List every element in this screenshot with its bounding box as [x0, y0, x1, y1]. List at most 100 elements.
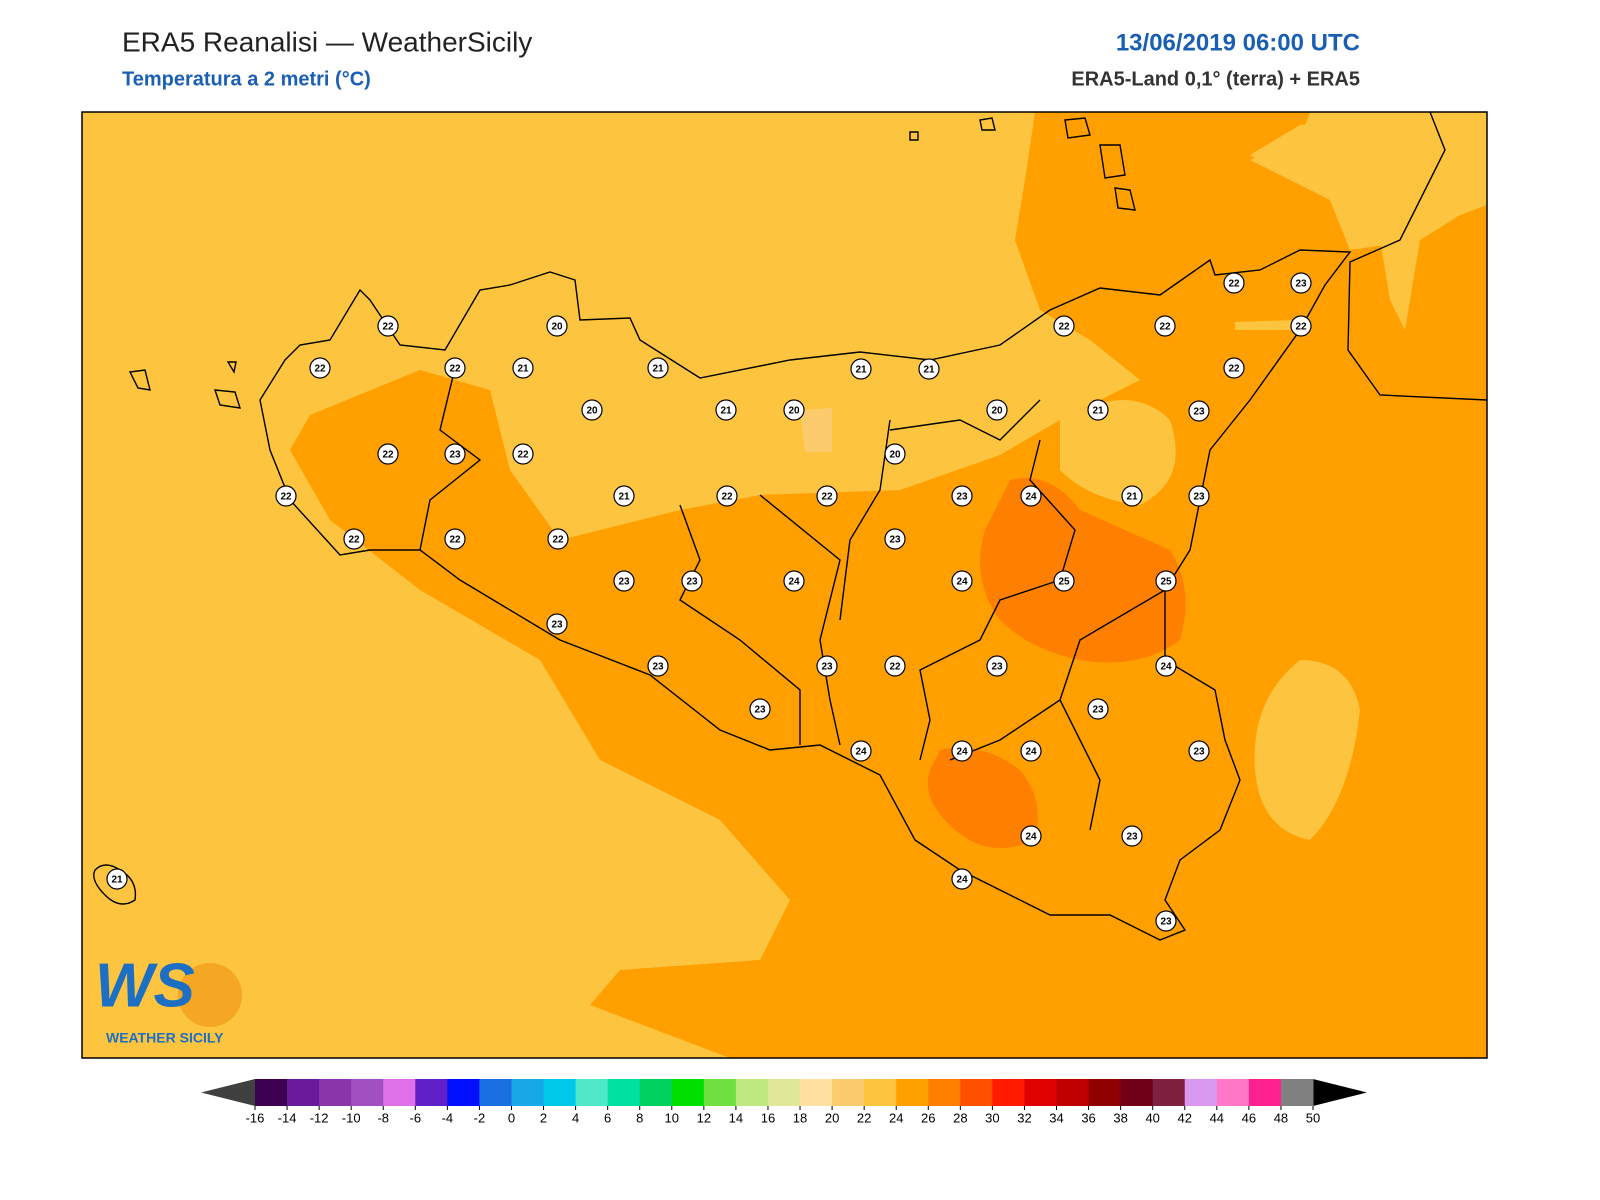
station-value: 25 [1058, 577, 1070, 588]
station-marker [377, 315, 399, 337]
station-value: 23 [686, 577, 698, 588]
colorbar-segment [1248, 1079, 1282, 1106]
station-marker [850, 358, 872, 380]
station-marker [1155, 655, 1177, 677]
station-marker [1121, 485, 1143, 507]
colorbar-segment [800, 1079, 833, 1106]
colorbar-segment [864, 1079, 897, 1106]
station-value: 21 [517, 364, 529, 375]
station-value: 23 [956, 492, 968, 503]
colorbar-segment [832, 1079, 865, 1106]
colorbar-segment [1056, 1079, 1090, 1106]
colorbar-tick-label: 32 [1017, 1110, 1031, 1125]
station-value: 22 [889, 662, 901, 673]
field-yellow [1254, 660, 1360, 840]
station-value: 22 [314, 364, 326, 375]
datetime: 13/06/2019 06:00 UTC [1116, 29, 1360, 56]
station-value: 20 [551, 322, 563, 333]
colorbar-segment [287, 1079, 320, 1106]
station-marker [309, 357, 331, 379]
colorbar-tick-label: -6 [410, 1110, 422, 1125]
colorbar-tick-label: -14 [278, 1110, 297, 1125]
colorbar-segment [479, 1079, 512, 1106]
colorbar-segment [1120, 1079, 1154, 1106]
colorbar-segment [1152, 1079, 1186, 1106]
colorbar-tick-label: 40 [1145, 1110, 1159, 1125]
station-value: 20 [889, 450, 901, 461]
colorbar-segment [351, 1079, 384, 1106]
colorbar-tick-label: 44 [1210, 1110, 1224, 1125]
colorbar-over [1313, 1079, 1367, 1106]
colorbar-segment [1024, 1079, 1058, 1106]
station-value: 23 [991, 662, 1003, 673]
station-value: 22 [280, 492, 292, 503]
station-marker [1290, 272, 1312, 294]
station-marker [444, 443, 466, 465]
station-marker [547, 528, 569, 550]
station-marker [275, 485, 297, 507]
source: ERA5-Land 0,1° (terra) + ERA5 [1071, 68, 1360, 90]
field-orange [290, 112, 1487, 1058]
stations: 22 20 22 22 21 21 20 21 20 22 23 22 22 21 22 22 22 22 22 23… [106, 272, 1312, 932]
colorbar-segment [447, 1079, 480, 1106]
station-value: 21 [1126, 492, 1138, 503]
colorbar-segment [639, 1079, 673, 1106]
station-value: 22 [517, 450, 529, 461]
station-value: 24 [956, 747, 968, 758]
island [909, 117, 1136, 211]
colorbar-tick-label: -4 [442, 1110, 454, 1125]
colorbar-under [201, 1079, 255, 1106]
station-marker [1155, 910, 1177, 932]
colorbar-segment [1216, 1079, 1250, 1106]
station-value: 24 [1025, 832, 1037, 843]
colorbar-tick-label: -16 [246, 1110, 265, 1125]
station-marker [850, 740, 872, 762]
field-dark-orange [927, 747, 1038, 848]
colorbar-tick-label: 0 [508, 1110, 515, 1125]
station-marker [343, 528, 365, 550]
subtitle: Temperatura a 2 metri (°C) [122, 68, 371, 90]
colorbar-tick-label: 50 [1306, 1110, 1320, 1125]
station-marker [1053, 570, 1075, 592]
colorbar-segment [607, 1079, 641, 1106]
station-marker [1053, 315, 1075, 337]
station-value: 23 [1092, 705, 1104, 716]
station-marker [1087, 698, 1109, 720]
station-value: 22 [1228, 364, 1240, 375]
station-value: 21 [855, 365, 867, 376]
colorbar-tick-label: 48 [1274, 1110, 1288, 1125]
colorbar-tick-label: 16 [761, 1110, 775, 1125]
station-value: 21 [1092, 406, 1104, 417]
station-value: 24 [855, 747, 867, 758]
station-marker [951, 740, 973, 762]
colorbar-segment [1184, 1079, 1218, 1106]
colorbar-tick-label: 46 [1242, 1110, 1256, 1125]
station-value: 23 [1193, 407, 1205, 418]
station-marker [546, 315, 568, 337]
colorbar-segment [1280, 1079, 1314, 1106]
station-value: 22 [1295, 322, 1307, 333]
island [93, 864, 137, 905]
station-value: 21 [652, 364, 664, 375]
station-value: 22 [1228, 279, 1240, 290]
field-dark-orange [980, 478, 1186, 663]
station-marker [647, 357, 669, 379]
colorbar-segment [960, 1079, 993, 1106]
station-value: 22 [1159, 322, 1171, 333]
colorbar-segment [767, 1079, 801, 1106]
colorbar-segment [896, 1079, 929, 1106]
colorbar-tick-label: 8 [636, 1110, 643, 1125]
title: ERA5 Reanalisi — WeatherSicily [122, 26, 532, 57]
station-marker [1155, 570, 1177, 592]
station-value: 24 [956, 875, 968, 886]
station-value: 24 [1160, 662, 1172, 673]
station-marker [546, 613, 568, 635]
station-marker [1188, 485, 1210, 507]
colorbar-tick-label: 42 [1178, 1110, 1192, 1125]
logo-caption: WEATHER SICILY [106, 1030, 224, 1046]
station-value: 23 [551, 620, 563, 631]
station-marker [1290, 315, 1312, 337]
station-value: 22 [382, 322, 394, 333]
logo-sun [178, 963, 242, 1027]
station-value: 22 [552, 535, 564, 546]
